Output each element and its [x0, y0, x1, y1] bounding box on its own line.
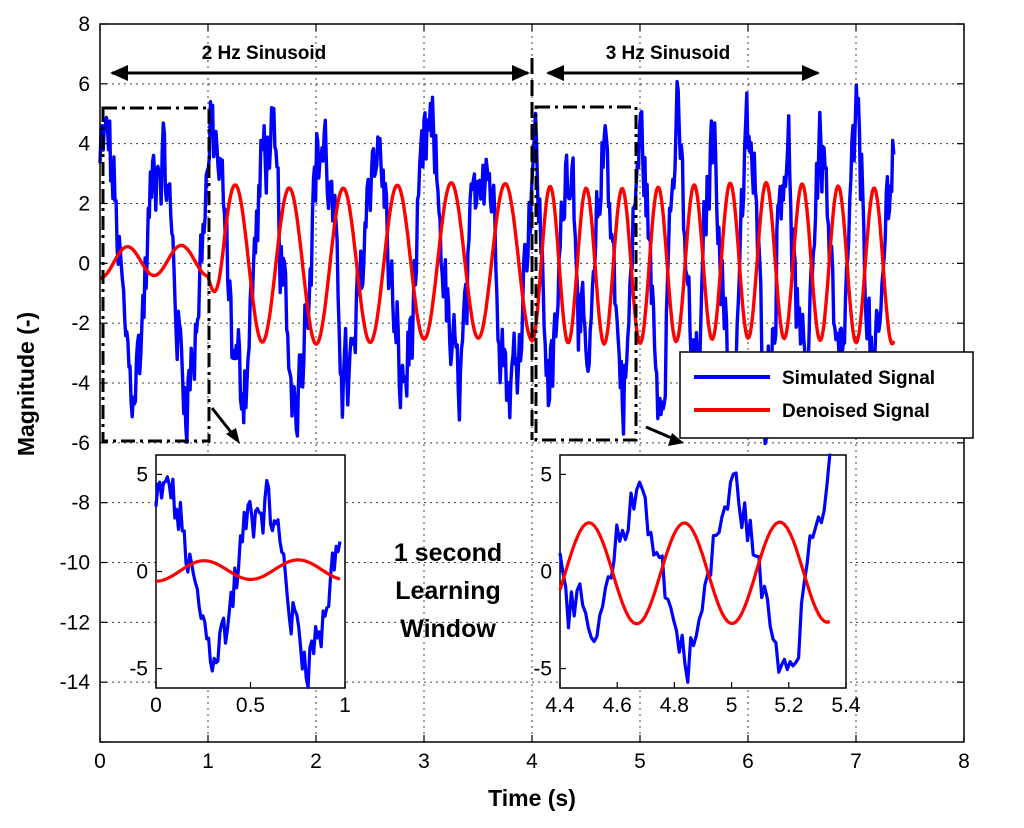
y-tick-label: -4	[71, 372, 90, 395]
inset2-pointer-head	[668, 433, 684, 446]
y-tick-label: 8	[78, 13, 90, 36]
inset-frame	[155, 454, 346, 689]
inset2-pointer-line	[645, 425, 675, 441]
inset-x-tick-label: 4.6	[603, 694, 632, 717]
y-tick-label: -14	[60, 671, 91, 694]
y-tick-label: 4	[78, 133, 90, 156]
learning-window-line-3: Window	[400, 615, 496, 643]
x-tick-label: 3	[418, 750, 430, 773]
inset1-pointer-line	[210, 407, 236, 437]
segment2-arrowhead-left	[546, 65, 564, 81]
y-tick-label: -10	[60, 552, 90, 575]
inset-series-simulated	[558, 453, 832, 684]
inset-2: 4.4 4.6 4.8 5 5.2 5.4 5 0 -5	[533, 453, 861, 717]
inset-x-tick-label: 0.5	[236, 694, 265, 717]
y-tick-label: 0	[78, 252, 90, 275]
inset-y-tick-label: 5	[540, 463, 552, 486]
y-tick-label: -2	[71, 312, 90, 335]
learning-window-line-2: Learning	[395, 577, 501, 605]
x-tick-label: 1	[202, 750, 214, 773]
x-tick-label: 7	[850, 750, 862, 773]
y-axis-label: Magnitude (-)	[13, 312, 39, 456]
main-series	[98, 79, 896, 446]
y-tick-label: 2	[78, 193, 90, 216]
x-axis-label: Time (s)	[488, 785, 576, 811]
inset-x-tick-label: 0	[150, 694, 162, 717]
x-tick-label: 8	[958, 750, 970, 773]
x-tick-label: 4	[526, 750, 538, 773]
y-tick-label: -12	[60, 611, 90, 634]
x-tick-label: 5	[634, 750, 646, 773]
overlays: 0 0.5 150-54.4 4.6 4.8 5 5.2 5.450-5	[101, 58, 861, 717]
series-simulated-signal	[98, 79, 896, 446]
inset-series-denoised	[558, 520, 831, 626]
legend-label-denoised: Denoised Signal	[782, 401, 930, 422]
legend-label-simulated: Simulated Signal	[782, 368, 935, 389]
inset-y-tick-label: -5	[129, 658, 148, 681]
x-tick-label: 2	[310, 750, 322, 773]
inset-y-tick-label: 0	[540, 561, 552, 584]
inset-x-tick-label: 4.8	[660, 694, 689, 717]
legend-box	[679, 351, 974, 439]
segment2-arrowhead-right	[802, 65, 820, 81]
y-tick-label: -6	[71, 432, 90, 455]
y-tick-label: 6	[78, 73, 90, 96]
inset-x-tick-label: 5.4	[831, 694, 861, 717]
main-ticks: 0 1 2 3 4 5 6 7 8 8 6 4 2 0 -2 -4 -6 -8 -10 -12 -14	[60, 13, 970, 773]
inset-x-tick-label: 5	[726, 694, 738, 717]
inset-x-tick-label: 1	[339, 694, 351, 717]
segment1-arrowhead-right	[512, 65, 530, 81]
x-tick-label: 0	[94, 750, 106, 773]
inset-y-tick-label: -5	[533, 658, 552, 681]
inset-x-tick-label: 5.2	[774, 694, 803, 717]
segment1-label: 2 Hz Sinusoid	[202, 43, 327, 64]
inset-y-tick-label: 5	[136, 463, 148, 486]
segment2-label: 3 Hz Sinusoid	[606, 43, 731, 64]
segment1-arrowhead-left	[110, 65, 128, 81]
inset-y-tick-label: 0	[136, 561, 148, 584]
x-tick-label: 6	[742, 750, 754, 773]
inset-1: 0 0.5 150-5	[129, 454, 351, 717]
inset-series-denoised	[155, 558, 341, 583]
legend: Simulated Signal Denoised Signal	[679, 351, 974, 439]
inset-x-tick-label: 4.4	[545, 694, 575, 717]
y-tick-label: -8	[71, 492, 90, 515]
learning-window-line-1: 1 second	[394, 539, 502, 567]
inset1-pointer-head	[226, 428, 240, 444]
series-denoised-signal	[99, 180, 896, 346]
learning-window-box-1	[101, 106, 211, 443]
